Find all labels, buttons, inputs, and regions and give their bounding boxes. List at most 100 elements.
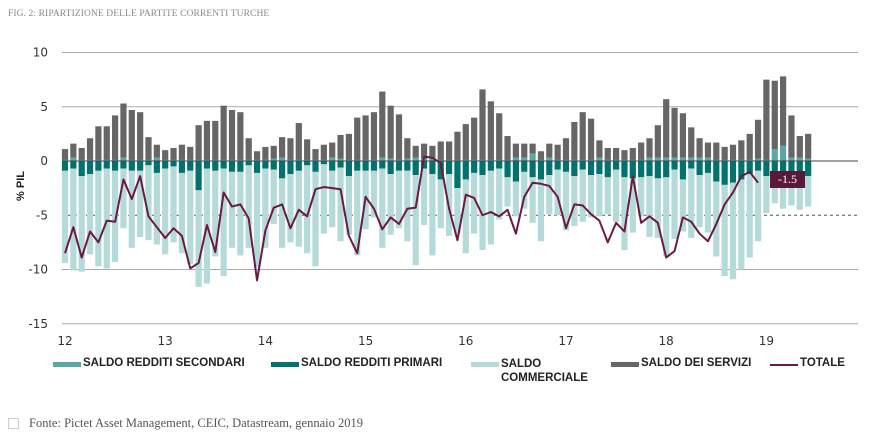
bar-trade <box>270 169 277 224</box>
bar-trade <box>220 168 227 277</box>
bar-trade <box>562 171 570 231</box>
bar-services <box>638 142 645 160</box>
bar-services <box>279 137 286 158</box>
legend-swatch-total <box>770 364 798 366</box>
bar-services <box>228 110 236 160</box>
bar-trade <box>604 177 611 215</box>
bar-services <box>170 147 177 160</box>
bar-services <box>738 140 745 160</box>
bar-primary <box>437 161 444 180</box>
bar-primary <box>312 161 319 172</box>
bar-primary <box>462 161 469 180</box>
bar-services <box>471 117 478 160</box>
bar-primary <box>529 161 536 178</box>
bar-primary <box>237 161 244 172</box>
bar-primary <box>412 161 419 176</box>
legend-item-primary: SALDO REDDITI PRIMARI <box>271 357 442 369</box>
x-tick-label: 15 <box>358 334 373 348</box>
bar-services <box>354 117 361 160</box>
bar-trade <box>112 170 119 262</box>
y-tick-label: 10 <box>33 46 48 60</box>
bar-services <box>128 110 135 160</box>
bar-services <box>579 112 586 160</box>
bar-secondary <box>61 159 69 161</box>
bar-trade <box>170 166 177 243</box>
bar-primary <box>120 161 127 169</box>
bar-trade <box>287 174 294 243</box>
bar-trade <box>295 170 302 247</box>
bar-trade <box>404 170 411 242</box>
bar-services <box>788 115 795 158</box>
bar-services <box>420 143 428 159</box>
bar-services <box>362 115 369 160</box>
bar-services <box>329 142 336 158</box>
x-tick-label: 16 <box>458 334 473 348</box>
bar-secondary <box>103 159 110 161</box>
bar-secondary <box>429 157 436 161</box>
bar-trade <box>638 177 645 217</box>
bar-primary <box>446 161 453 175</box>
bar-trade <box>195 190 202 287</box>
bar-secondary <box>487 159 494 161</box>
x-tick-label: 12 <box>57 334 72 348</box>
bar-primary <box>571 161 578 177</box>
bar-secondary <box>70 157 77 161</box>
bar-secondary <box>237 159 244 161</box>
bar-services <box>604 147 611 160</box>
bar-secondary <box>746 159 753 161</box>
y-tick-label: -10 <box>28 263 48 277</box>
y-tick-label: -15 <box>28 317 48 331</box>
y-tick-label: -5 <box>36 208 48 222</box>
bar-services <box>253 151 261 160</box>
bar-secondary <box>228 159 236 161</box>
bar-secondary <box>287 159 294 161</box>
bar-primary <box>370 161 378 171</box>
bar-services <box>587 118 595 160</box>
bar-secondary <box>78 159 85 161</box>
bar-services <box>70 143 77 158</box>
bar-trade <box>320 164 327 234</box>
bar-services <box>337 134 344 159</box>
bar-trade <box>704 172 712 233</box>
bar-primary <box>137 161 144 171</box>
bar-trade <box>70 168 77 271</box>
bar-secondary <box>170 159 177 161</box>
bar-trade <box>429 174 436 256</box>
bar-services <box>671 107 678 158</box>
bar-trade <box>780 184 787 209</box>
x-tick-label: 13 <box>158 334 173 348</box>
bar-services <box>713 142 720 160</box>
bar-trade <box>379 168 386 248</box>
bar-secondary <box>512 157 519 161</box>
bar-trade <box>162 168 169 255</box>
bar-services <box>145 137 152 160</box>
legend-item-services: SALDO DEI SERVIZI <box>611 357 751 369</box>
bar-trade <box>688 168 695 239</box>
bar-primary <box>537 161 545 180</box>
bar-primary <box>212 161 219 171</box>
bar-services <box>429 145 436 158</box>
bar-services <box>596 140 603 158</box>
bar-secondary <box>178 159 185 161</box>
bar-trade <box>354 170 361 256</box>
bar-services <box>663 99 670 158</box>
bar-primary <box>646 161 653 177</box>
bar-trade <box>329 170 336 228</box>
bar-secondary <box>579 159 586 161</box>
bar-trade <box>754 170 762 242</box>
bar-trade <box>496 168 503 220</box>
bar-secondary <box>521 157 528 161</box>
bar-primary <box>679 161 686 180</box>
bar-primary <box>354 161 361 171</box>
bar-services <box>95 126 102 160</box>
bar-secondary <box>629 159 636 161</box>
bar-primary <box>771 161 778 178</box>
bar-secondary <box>245 159 252 161</box>
bar-secondary <box>329 157 336 161</box>
bar-secondary <box>654 157 661 161</box>
x-tick-label: 14 <box>258 334 273 348</box>
bar-primary <box>554 161 561 170</box>
bar-primary <box>320 161 327 165</box>
bar-secondary <box>354 159 361 161</box>
bar-secondary <box>203 159 211 161</box>
